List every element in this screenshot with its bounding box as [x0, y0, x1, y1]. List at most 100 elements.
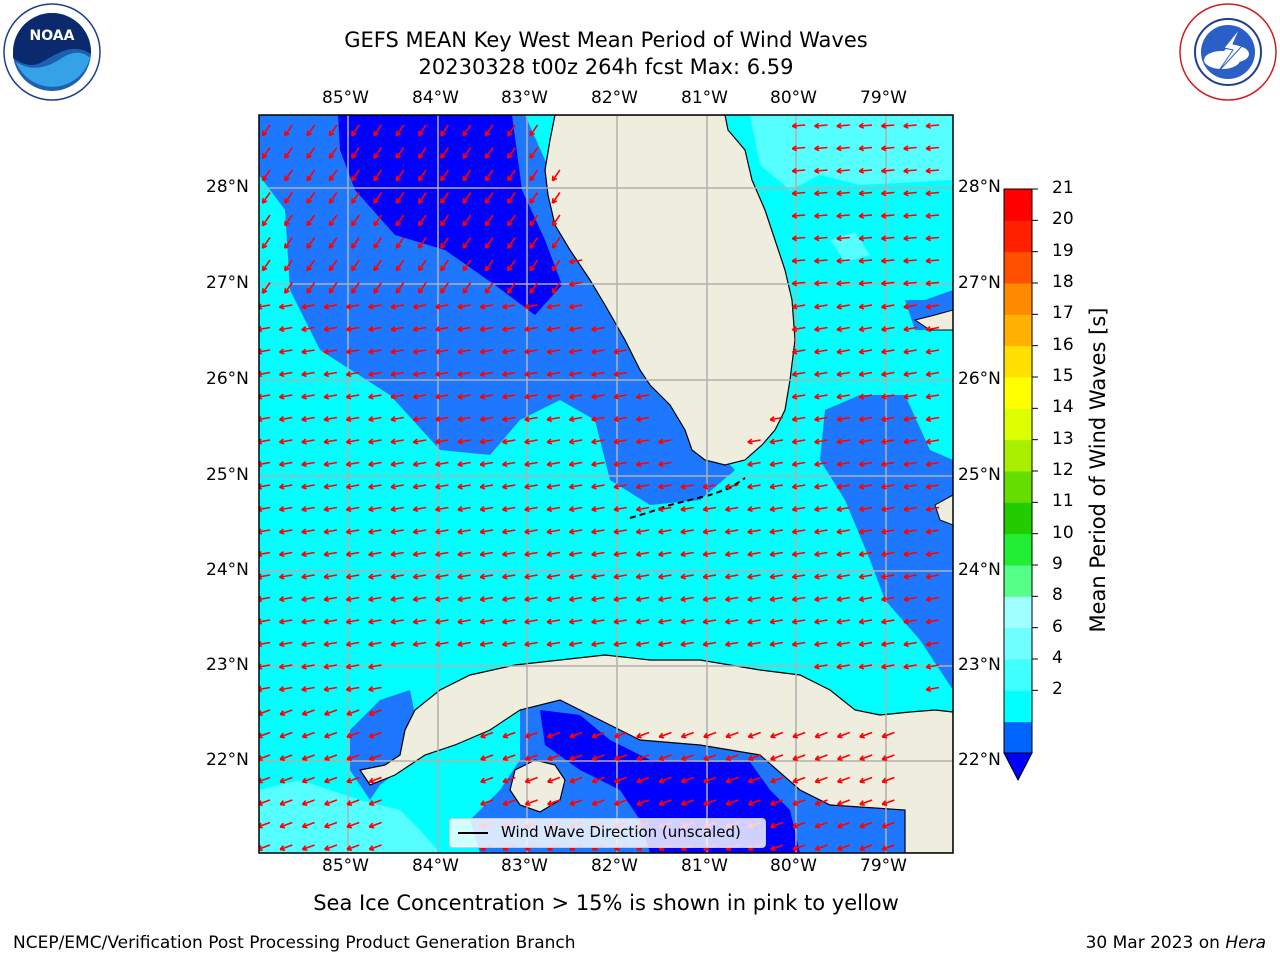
wave-direction-arrow: [390, 304, 404, 309]
colorbar-tick-label: 17: [1052, 303, 1074, 324]
wave-direction-arrowhead: [501, 506, 508, 513]
wave-direction-arrow: [368, 506, 382, 511]
wave-direction-arrowhead: [881, 800, 888, 806]
wave-direction-arrow: [792, 169, 806, 172]
wave-direction-arrowhead: [346, 800, 353, 806]
wave-direction-arrowhead: [658, 641, 664, 648]
wave-direction-arrow: [859, 844, 873, 851]
wave-direction-arrow: [859, 169, 873, 172]
wave-direction-arrowhead: [546, 528, 553, 535]
wave-direction-arrowhead: [462, 198, 469, 204]
wave-direction-arrow: [346, 304, 360, 309]
wave-direction-arrow: [613, 416, 627, 421]
wave-direction-arrowhead: [278, 641, 285, 648]
wave-direction-arrow: [836, 214, 850, 217]
wave-direction-arrow: [440, 147, 450, 159]
wave-direction-arrowhead: [814, 800, 821, 806]
wave-direction-arrow: [324, 776, 338, 783]
wave-direction-arrowhead: [814, 755, 821, 761]
wave-direction-arrowhead: [791, 483, 798, 490]
wave-direction-arrow: [814, 416, 828, 421]
wave-direction-arrowhead: [770, 777, 776, 784]
wave-direction-arrow: [524, 439, 538, 444]
wave-direction-arrowhead: [836, 257, 842, 264]
wave-direction-arrow: [302, 731, 315, 738]
wave-direction-arrow: [903, 146, 917, 150]
wave-direction-arrow: [859, 529, 873, 534]
wave-direction-arrow: [525, 754, 538, 761]
wave-direction-arrowhead: [278, 303, 285, 310]
wave-direction-arrow: [480, 641, 494, 646]
wave-direction-arrowhead: [858, 145, 865, 152]
wave-direction-arrow: [703, 529, 717, 534]
wave-direction-arrowhead: [328, 265, 335, 272]
wave-direction-arrow: [658, 641, 672, 646]
wave-direction-arrowhead: [591, 438, 597, 445]
wave-direction-arrowhead: [591, 461, 597, 468]
wave-direction-arrow: [484, 192, 494, 204]
wave-direction-arrow: [881, 596, 895, 601]
wave-direction-arrowhead: [301, 822, 308, 829]
wave-direction-arrow: [747, 641, 761, 646]
wave-direction-arrowhead: [814, 416, 820, 423]
wave-direction-arrow: [524, 484, 538, 489]
wave-direction-arrowhead: [435, 416, 441, 423]
wave-direction-arrowhead: [859, 822, 865, 829]
wave-direction-arrowhead: [507, 220, 513, 227]
wave-direction-arrowhead: [568, 596, 575, 603]
wave-direction-arrowhead: [480, 732, 486, 739]
lon-label-bottom: 82°W: [591, 856, 638, 876]
wave-direction-arrowhead: [591, 551, 597, 558]
wave-direction-arrowhead: [836, 122, 842, 129]
wave-direction-arrowhead: [390, 506, 396, 513]
wave-direction-arrowhead: [814, 145, 820, 152]
wave-direction-arrowhead: [435, 506, 441, 513]
wave-direction-arrow: [259, 709, 271, 715]
wave-direction-arrowhead: [903, 122, 909, 129]
map-legend: Wind Wave Direction (unscaled): [449, 818, 766, 848]
wave-direction-arrowhead: [903, 190, 909, 197]
colorbar-tick-label: 9: [1052, 554, 1063, 574]
wave-direction-arrowhead: [836, 393, 842, 400]
wave-direction-arrowhead: [925, 145, 931, 152]
wave-direction-arrow: [279, 619, 293, 624]
wave-direction-arrowhead: [301, 348, 307, 355]
wave-direction-arrow: [792, 596, 806, 601]
wave-direction-arrow: [769, 484, 784, 489]
colorbar-tick-label: 13: [1052, 428, 1074, 449]
wave-direction-arrowhead: [925, 528, 932, 535]
andros-island: [934, 494, 953, 526]
wave-direction-arrow: [837, 821, 851, 828]
wave-direction-arrow: [524, 641, 538, 646]
wave-direction-arrowhead: [814, 663, 820, 670]
wave-direction-arrow: [302, 821, 315, 828]
wave-direction-arrowhead: [591, 348, 597, 355]
wave-direction-arrowhead: [457, 416, 463, 423]
wave-direction-arrow: [507, 124, 516, 137]
wave-direction-arrow: [859, 236, 873, 240]
wave-direction-arrow: [681, 799, 694, 806]
wave-direction-arrow: [926, 304, 940, 309]
wave-direction-arrow: [346, 484, 360, 489]
wave-direction-arrow: [346, 326, 360, 331]
wave-direction-arrow: [613, 371, 627, 376]
wave-direction-arrowhead: [551, 198, 558, 204]
wave-direction-arrow: [703, 506, 717, 511]
wave-direction-arrow: [390, 439, 404, 444]
wave-direction-arrowhead: [278, 663, 285, 670]
wave-direction-arrowhead: [836, 777, 843, 784]
wave-direction-arrow: [323, 641, 338, 646]
wave-direction-arrow: [881, 664, 895, 669]
wave-direction-arrowhead: [301, 326, 307, 333]
wave-direction-arrowhead: [791, 212, 798, 219]
wave-direction-arrow: [926, 619, 940, 624]
wave-direction-arrow: [551, 282, 561, 294]
wave-direction-arrowhead: [658, 461, 664, 468]
wave-direction-arrowhead: [284, 243, 290, 249]
wave-direction-arrowhead: [814, 845, 821, 851]
wave-direction-arrowhead: [925, 167, 931, 174]
wave-direction-arrow: [502, 641, 516, 646]
wave-direction-arrowhead: [747, 506, 753, 513]
wave-direction-arrowhead: [747, 800, 754, 806]
wave-direction-arrow: [569, 506, 583, 511]
